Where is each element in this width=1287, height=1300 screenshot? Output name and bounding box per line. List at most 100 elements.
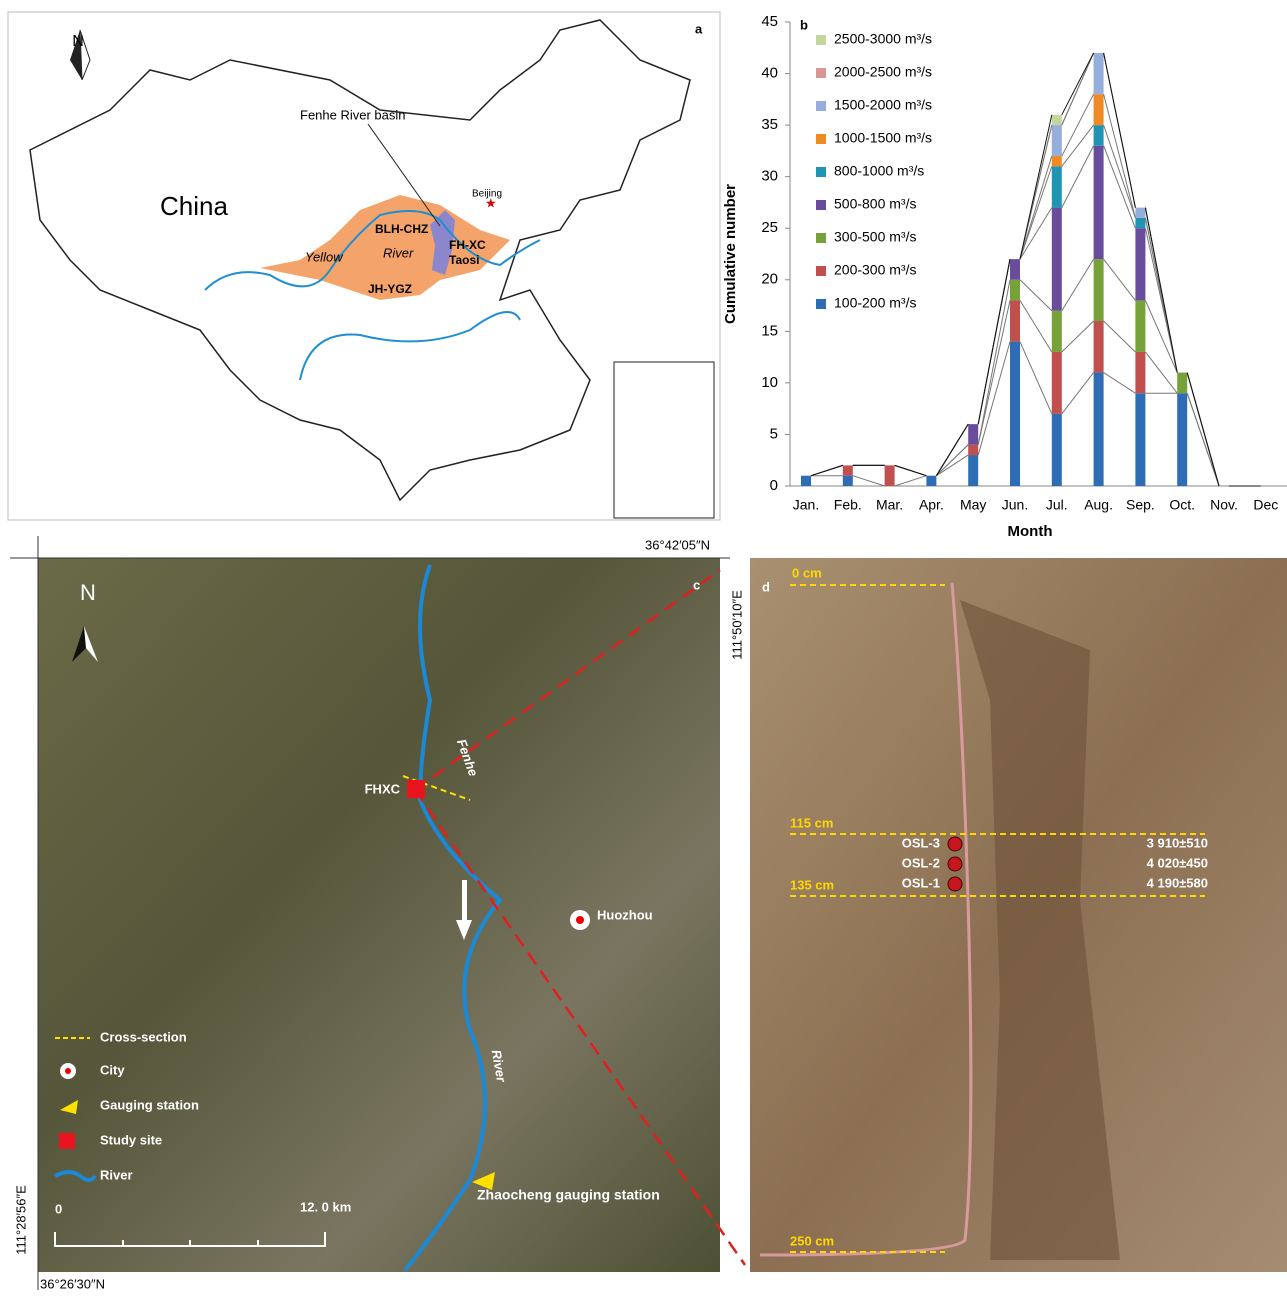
connector	[895, 476, 927, 486]
connector	[1020, 280, 1052, 311]
bar	[1094, 373, 1104, 486]
legend-label: Cross-section	[100, 1029, 187, 1044]
x-tick-label: Jun.	[1002, 497, 1028, 513]
bar	[1177, 393, 1187, 486]
legend-label: 100-200 m³/s	[834, 295, 916, 311]
connector	[1062, 321, 1094, 352]
legend-swatch	[816, 299, 826, 309]
legend-label: 500-800 m³/s	[834, 196, 916, 212]
bar	[968, 424, 978, 445]
bar	[1094, 259, 1104, 321]
y-tick-label: 30	[761, 168, 778, 185]
connector	[978, 280, 1010, 445]
sample-dot	[948, 837, 962, 851]
bar	[1177, 373, 1187, 394]
bar	[1052, 414, 1062, 486]
connector	[1104, 373, 1136, 394]
connector	[1187, 373, 1219, 486]
bar	[1135, 393, 1145, 486]
connector	[1145, 208, 1177, 373]
x-tick-label: May	[960, 497, 986, 513]
y-tick-label: 5	[770, 425, 778, 442]
country-label: China	[160, 191, 228, 221]
y-axis-title: Cumulative number	[722, 184, 739, 324]
bar	[1010, 300, 1020, 341]
x-tick-label: Apr.	[919, 497, 944, 513]
bar	[1052, 166, 1062, 207]
bar	[1052, 208, 1062, 311]
sample-label: OSL-1	[902, 875, 940, 890]
bar	[968, 445, 978, 455]
lon-label: 111°28′56″E	[13, 1185, 28, 1255]
legend-label: 300-500 m³/s	[834, 229, 916, 245]
bar	[1052, 115, 1062, 125]
legend-label: 200-300 m³/s	[834, 262, 916, 278]
y-tick-label: 25	[761, 219, 778, 236]
legend-label: River	[100, 1167, 133, 1182]
sample-dot	[948, 877, 962, 891]
connector	[1020, 300, 1052, 352]
x-tick-label: Feb.	[834, 497, 862, 513]
legend-label: City	[100, 1062, 125, 1077]
bar	[1052, 156, 1062, 166]
lat-label: 36°42′05″N	[645, 537, 710, 552]
site-label: BLH-CHZ	[375, 222, 428, 236]
legend-label: Gauging station	[100, 1097, 199, 1112]
site-label: JH-YGZ	[368, 282, 412, 296]
y-tick-label: 35	[761, 116, 778, 133]
connector	[936, 455, 968, 476]
legend-label: 800-1000 m³/s	[834, 163, 924, 179]
connector	[1020, 208, 1052, 260]
bar	[1010, 280, 1020, 301]
legend-label: Study site	[100, 1132, 162, 1147]
x-tick-label: Dec	[1253, 497, 1278, 513]
connector	[1062, 53, 1094, 125]
bar	[1052, 311, 1062, 352]
legend-swatch	[816, 134, 826, 144]
connector	[1020, 115, 1052, 259]
y-tick-label: 40	[761, 65, 778, 82]
connector	[853, 476, 885, 486]
connector	[1020, 156, 1052, 259]
bar	[1094, 321, 1104, 373]
legend-swatch	[816, 101, 826, 111]
legend-label: 2000-2500 m³/s	[834, 64, 932, 80]
photo-d: d 0 cm 115 cm 135 cm 250 cm OSL-3 OSL-2 …	[750, 558, 1287, 1272]
study-site	[407, 780, 425, 798]
bar	[1094, 53, 1104, 94]
bar	[843, 465, 853, 475]
bar	[1052, 352, 1062, 414]
legend-label: 2500-3000 m³/s	[834, 31, 932, 47]
panel-label: d	[762, 579, 770, 594]
connector	[1062, 373, 1094, 414]
city-label: Huozhou	[597, 907, 653, 922]
bar	[1135, 300, 1145, 352]
connector	[1062, 259, 1094, 311]
connector	[1104, 146, 1136, 228]
city-marker	[576, 916, 584, 924]
bar	[926, 476, 936, 486]
age-label: 3 910±510	[1147, 835, 1208, 850]
x-tick-label: Sep.	[1126, 497, 1155, 513]
x-tick-label: Jan.	[793, 497, 819, 513]
bar	[968, 455, 978, 486]
legend-label: 1000-1500 m³/s	[834, 130, 932, 146]
bar	[885, 465, 895, 486]
lon-label: 111°50′10″E	[729, 590, 744, 660]
station-label: Zhaocheng gauging station	[477, 1187, 660, 1203]
connector	[1104, 53, 1136, 208]
legend-swatch	[816, 167, 826, 177]
y-tick-label: 15	[761, 322, 778, 339]
x-tick-label: Nov.	[1210, 497, 1238, 513]
legend-swatch	[816, 233, 826, 243]
capital-label: Beijing	[472, 189, 502, 200]
legend-label: 1500-2000 m³/s	[834, 97, 932, 113]
connector	[1104, 321, 1136, 352]
legend-swatch	[816, 200, 826, 210]
x-tick-label: Mar.	[876, 497, 903, 513]
scale-label: 0	[55, 1201, 62, 1216]
connector	[1062, 146, 1094, 208]
map-a: N a China Fenhe River basin ★ Beijing BL…	[8, 12, 720, 520]
panel-label: b	[800, 17, 808, 32]
sample-label: OSL-2	[902, 855, 940, 870]
